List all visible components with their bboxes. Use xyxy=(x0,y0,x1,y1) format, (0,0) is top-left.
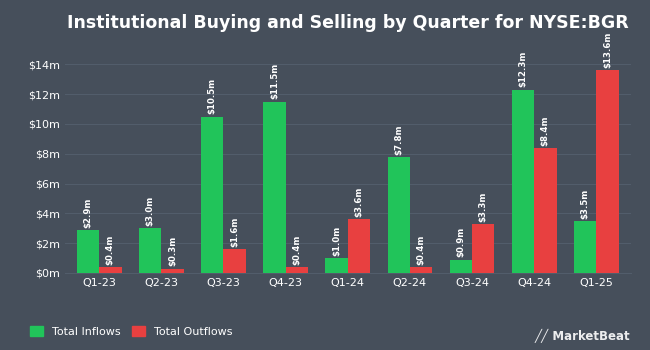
Bar xyxy=(512,90,534,273)
Bar xyxy=(596,70,619,273)
Text: $0.4m: $0.4m xyxy=(292,234,302,265)
Bar xyxy=(326,258,348,273)
Text: $3.3m: $3.3m xyxy=(478,191,488,222)
Text: $0.3m: $0.3m xyxy=(168,236,177,266)
Text: $3.6m: $3.6m xyxy=(354,187,363,217)
Text: $8.4m: $8.4m xyxy=(541,115,550,146)
Bar xyxy=(161,268,184,273)
Text: $3.5m: $3.5m xyxy=(580,188,590,219)
Bar xyxy=(99,267,122,273)
Text: $0.4m: $0.4m xyxy=(417,234,426,265)
Bar xyxy=(450,260,472,273)
Text: $1.6m: $1.6m xyxy=(230,217,239,247)
Text: $3.0m: $3.0m xyxy=(146,196,155,226)
Text: $0.9m: $0.9m xyxy=(456,227,465,257)
Bar xyxy=(285,267,308,273)
Bar xyxy=(263,102,285,273)
Text: $12.3m: $12.3m xyxy=(519,51,528,88)
Bar xyxy=(77,230,99,273)
Legend: Total Inflows, Total Outflows: Total Inflows, Total Outflows xyxy=(25,322,237,341)
Bar xyxy=(224,249,246,273)
Text: $10.5m: $10.5m xyxy=(208,78,217,114)
Text: $0.4m: $0.4m xyxy=(106,234,115,265)
Title: Institutional Buying and Selling by Quarter for NYSE:BGR: Institutional Buying and Selling by Quar… xyxy=(67,14,629,32)
Bar xyxy=(472,224,495,273)
Text: $13.6m: $13.6m xyxy=(603,32,612,68)
Bar xyxy=(387,157,410,273)
Bar xyxy=(574,221,596,273)
Text: $2.9m: $2.9m xyxy=(83,197,92,228)
Text: $11.5m: $11.5m xyxy=(270,63,279,99)
Bar xyxy=(348,219,370,273)
Text: $1.0m: $1.0m xyxy=(332,226,341,256)
Bar xyxy=(201,117,224,273)
Text: $7.8m: $7.8m xyxy=(394,124,403,154)
Bar xyxy=(139,228,161,273)
Bar xyxy=(534,148,556,273)
Text: ╱╱ MarketBeat: ╱╱ MarketBeat xyxy=(535,329,630,343)
Bar xyxy=(410,267,432,273)
